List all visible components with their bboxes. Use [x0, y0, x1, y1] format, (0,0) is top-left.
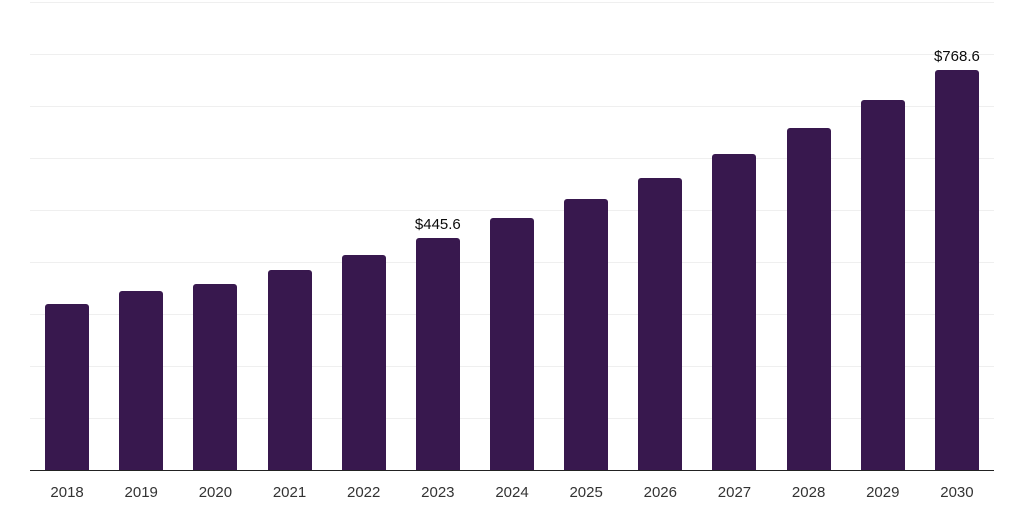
x-tick-2023: 2023 [421, 484, 455, 501]
plot-area: $445.6 $768.6 [30, 2, 994, 471]
x-tick-2019: 2019 [124, 484, 158, 501]
x-tick-2027: 2027 [717, 484, 752, 501]
data-label-2023: $445.6 [414, 216, 461, 234]
x-tick-2026: 2026 [643, 484, 677, 501]
bar-2021 [267, 269, 312, 470]
x-tick-2028: 2028 [791, 484, 826, 501]
data-label-2030: $768.6 [933, 48, 980, 66]
x-tick-2030: 2030 [940, 484, 974, 501]
bar-2025 [564, 199, 609, 470]
bar-2030 [934, 70, 979, 470]
bar-2018 [45, 303, 90, 470]
bar-2023 [415, 238, 460, 470]
gridline-500 [30, 210, 994, 211]
x-tick-2021: 2021 [272, 484, 307, 501]
bar-2029 [860, 100, 905, 470]
x-tick-2029: 2029 [866, 484, 900, 501]
bar-2022 [341, 254, 386, 470]
x-tick-2025: 2025 [569, 484, 603, 501]
bar-2020 [193, 283, 238, 470]
bar-2024 [490, 218, 534, 470]
x-tick-2024: 2024 [495, 484, 529, 501]
bar-2026 [638, 178, 683, 470]
gridline-700 [30, 106, 994, 107]
x-tick-2018: 2018 [50, 484, 84, 501]
x-tick-2022: 2022 [347, 484, 381, 501]
bar-2027 [712, 154, 757, 470]
x-tick-2020: 2020 [198, 484, 233, 501]
gridline-800 [30, 54, 994, 55]
bar-2019 [119, 290, 164, 470]
gridline-900 [30, 2, 994, 3]
x-axis: 2018 2019 2020 2021 2022 2023 2024 2025 2026 2027… [30, 484, 994, 504]
bar-2028 [786, 128, 831, 470]
gridline-600 [30, 158, 994, 159]
